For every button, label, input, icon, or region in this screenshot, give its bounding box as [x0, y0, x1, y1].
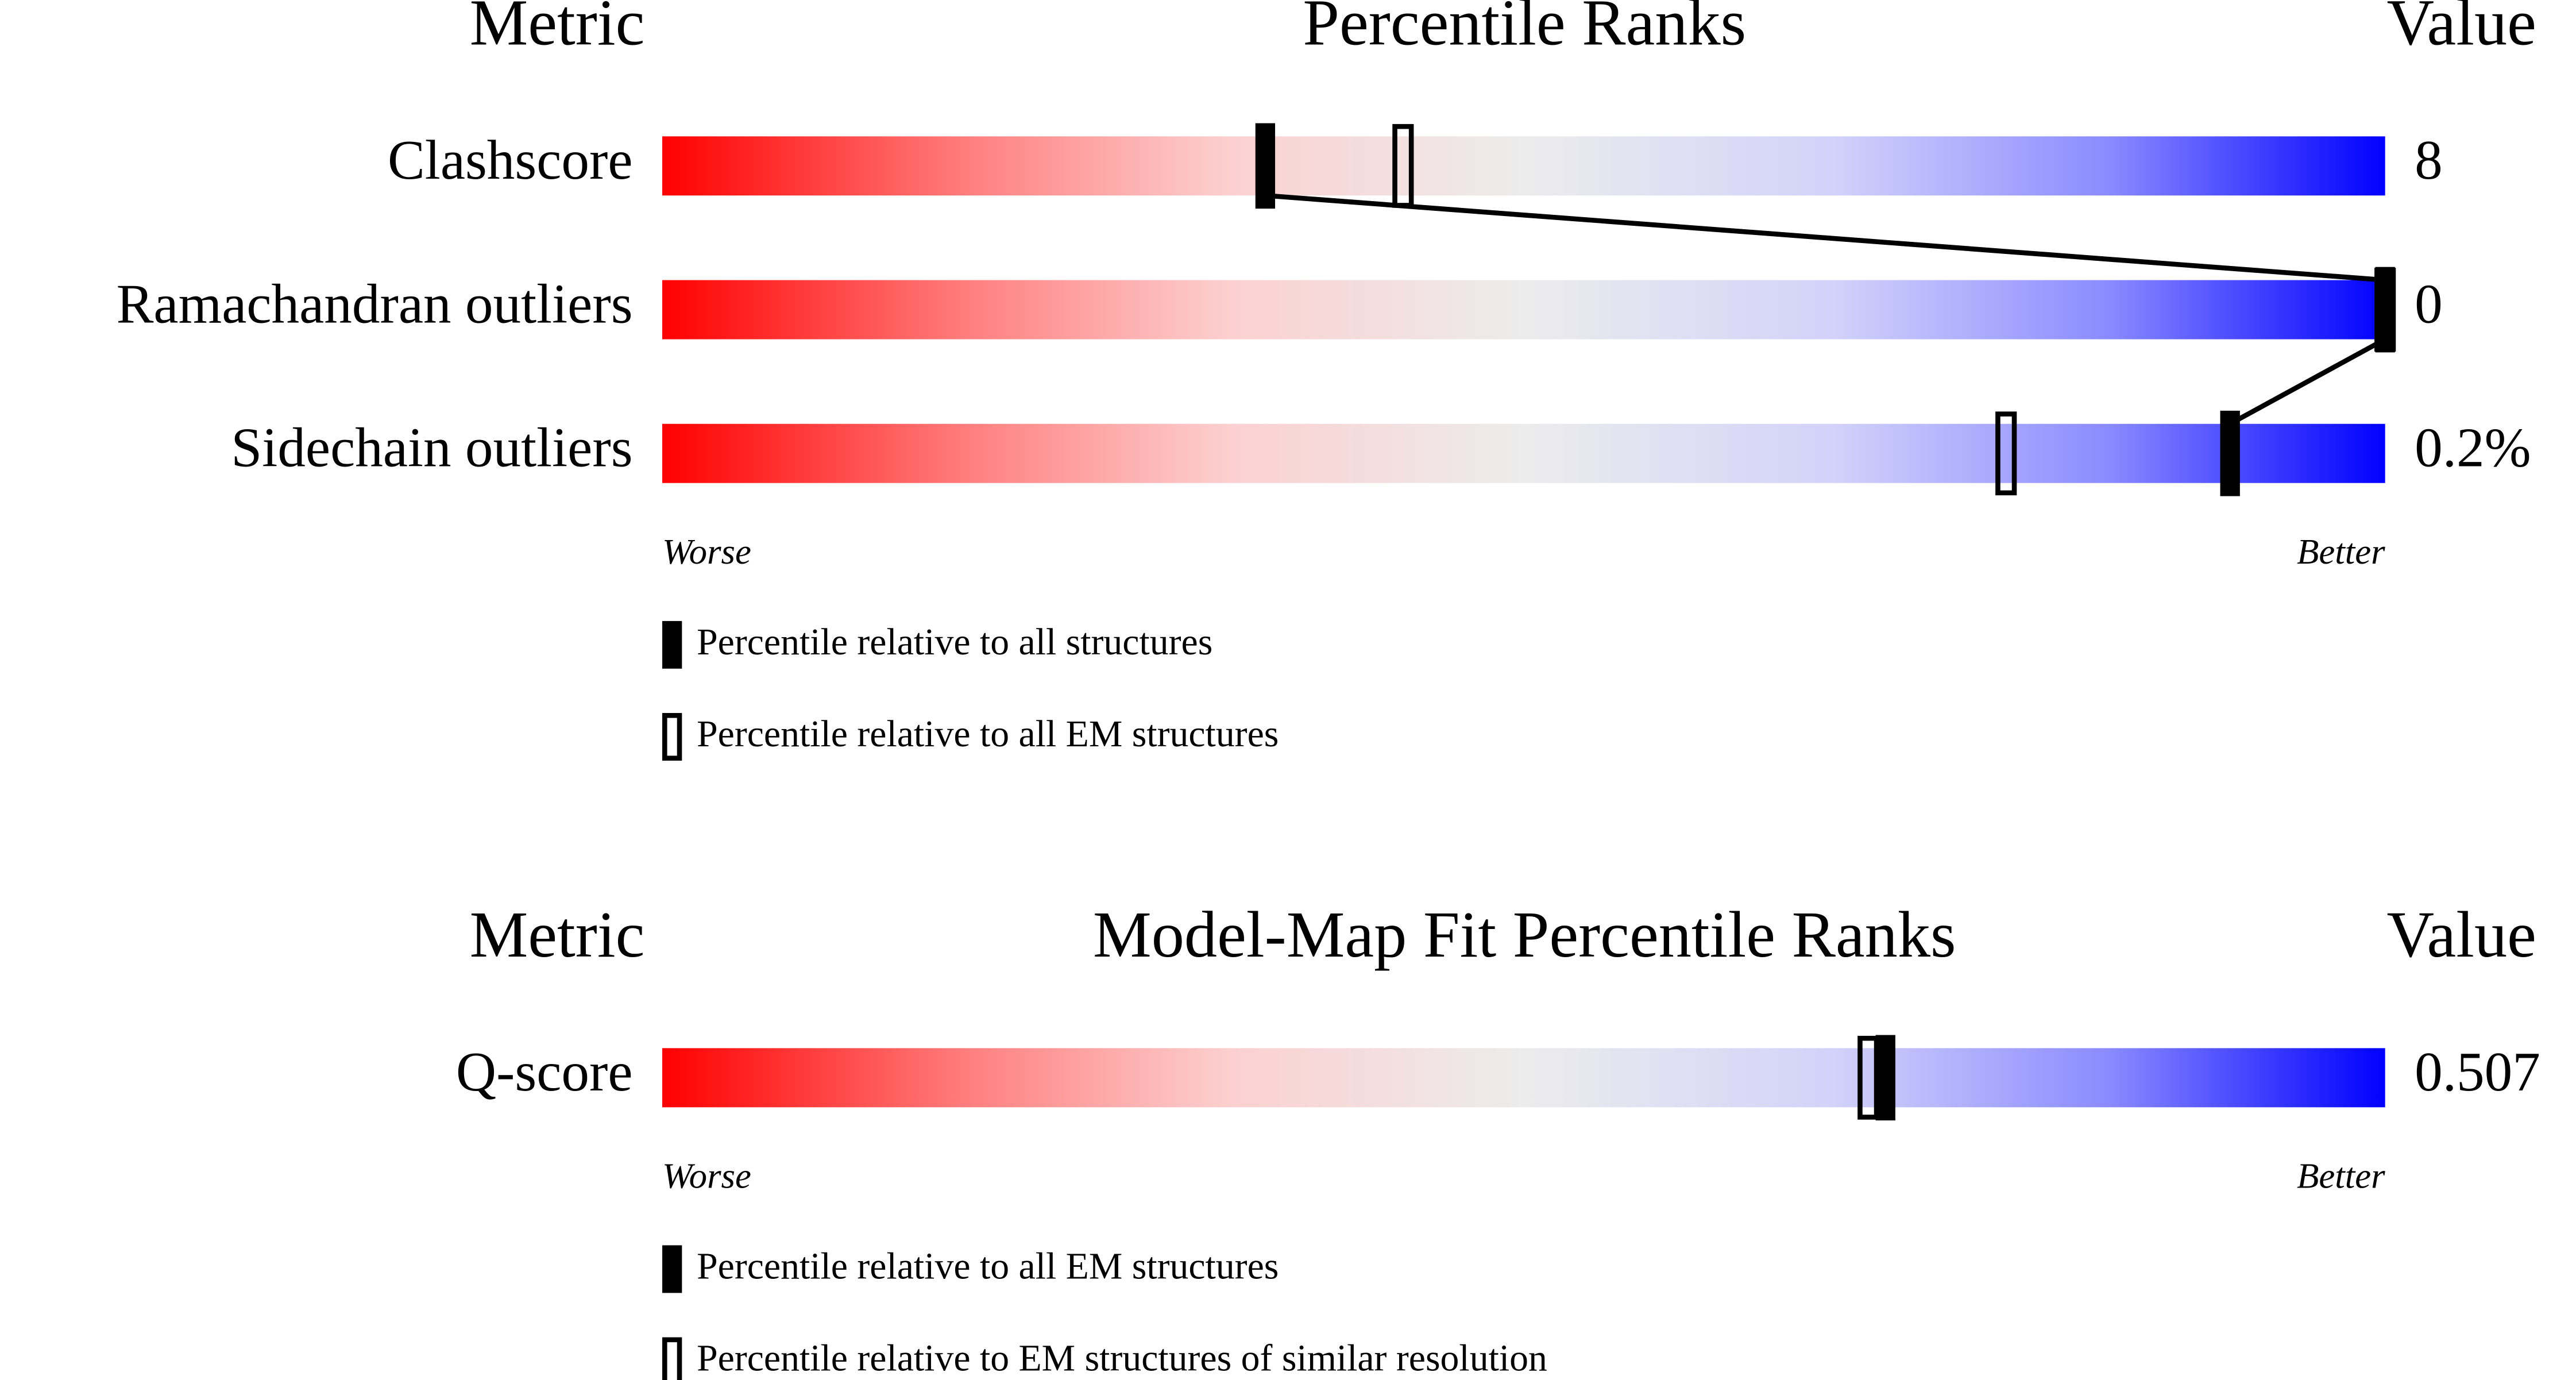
legend-label: Percentile relative to all structures [697, 621, 1212, 663]
metric-label: Ramachandran outliers [117, 273, 633, 335]
percentile-marker-open [1995, 411, 2017, 496]
metric-value: 0.507 [2415, 1041, 2540, 1103]
chart-title: Model-Map Fit Percentile Ranks [1093, 898, 1956, 971]
percentile-marker [1875, 1035, 1895, 1121]
legend-swatch [662, 1245, 682, 1293]
metric-label: Q-score [456, 1041, 633, 1103]
value-header: Value [2387, 898, 2536, 971]
metric-label: Clashscore [388, 129, 633, 191]
legend-swatch [662, 620, 682, 669]
better-label: Better [2297, 531, 2385, 572]
legend-swatch [662, 713, 682, 761]
legend-label: Percentile relative to all EM structures [697, 713, 1279, 755]
legend-label: Percentile relative to all EM structures [697, 1246, 1279, 1288]
metric-label: Sidechain outliers [231, 417, 632, 479]
legend-swatch [662, 1337, 682, 1380]
legend-label: Percentile relative to EM structures of … [697, 1337, 1547, 1379]
gradient-bar [662, 136, 2385, 196]
worse-label: Worse [662, 1156, 751, 1196]
metric-value: 8 [2415, 129, 2443, 191]
worse-label: Worse [662, 531, 751, 572]
gradient-bar [662, 423, 2385, 483]
chart-title: Percentile Ranks [1303, 0, 1746, 59]
metric-header: Metric [470, 0, 645, 59]
connector-line [1265, 193, 2385, 283]
gradient-bar [662, 1048, 2385, 1108]
percentile-marker-open [1392, 124, 1414, 208]
metric-header: Metric [470, 898, 645, 971]
percentile-marker [2375, 267, 2395, 353]
metric-value: 0 [2415, 273, 2443, 335]
connector-line [2229, 337, 2386, 426]
percentile-marker [2220, 410, 2240, 496]
better-label: Better [2297, 1156, 2385, 1196]
metric-value: 0.2% [2415, 417, 2531, 479]
value-header: Value [2387, 0, 2536, 59]
gradient-bar [662, 280, 2385, 340]
percentile-marker [1255, 123, 1276, 209]
